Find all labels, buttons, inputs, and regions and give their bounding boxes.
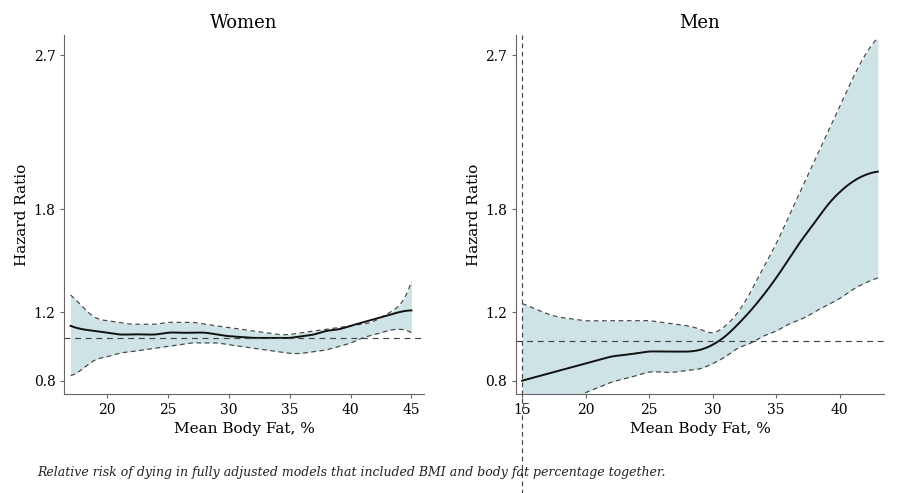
Y-axis label: Hazard Ratio: Hazard Ratio (16, 163, 29, 266)
Text: Relative risk of dying in fully adjusted models that included BMI and body fat p: Relative risk of dying in fully adjusted… (37, 466, 665, 479)
X-axis label: Mean Body Fat, %: Mean Body Fat, % (630, 422, 770, 436)
Y-axis label: Hazard Ratio: Hazard Ratio (467, 163, 481, 266)
Title: Women: Women (210, 14, 278, 32)
Title: Men: Men (680, 14, 720, 32)
X-axis label: Mean Body Fat, %: Mean Body Fat, % (174, 422, 314, 436)
